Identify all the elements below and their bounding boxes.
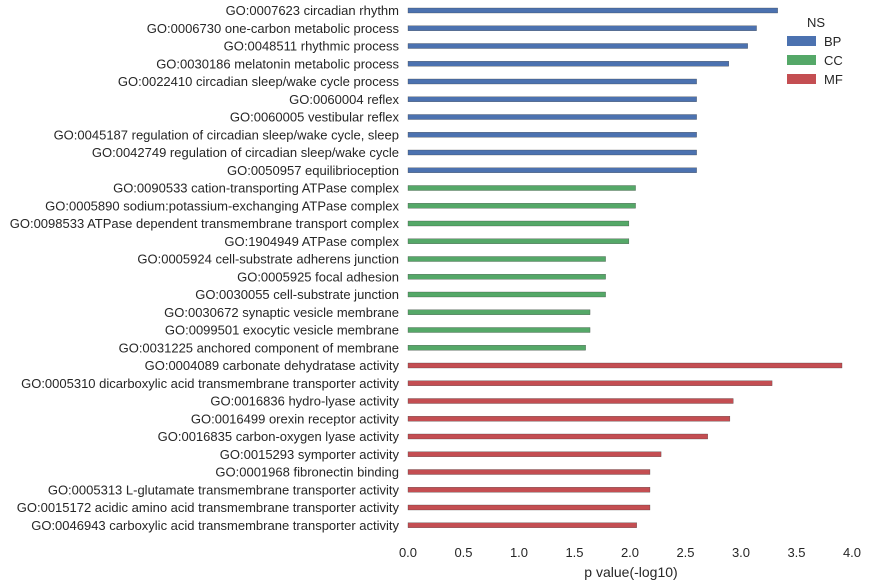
legend-entries: BP CC MF xyxy=(787,34,843,87)
category-label: GO:1904949 ATPase complex xyxy=(224,234,399,249)
category-label: GO:0005313 L-glutamate transmembrane tra… xyxy=(48,482,400,497)
bar-bp xyxy=(407,149,697,156)
x-axis-ticks: 0.0 0.5 1.0 1.5 2.0 2.5 3.0 3.5 4.0 xyxy=(399,545,861,560)
legend-label-mf: MF xyxy=(824,72,843,87)
category-label: GO:0045187 regulation of circadian sleep… xyxy=(54,127,399,142)
category-label: GO:0030672 synaptic vesicle membrane xyxy=(164,305,399,320)
bar-mf xyxy=(407,451,662,457)
category-label: GO:0015293 symporter activity xyxy=(220,447,400,462)
category-label: GO:0030186 melatonin metabolic process xyxy=(156,56,399,71)
x-tick-label: 1.5 xyxy=(565,545,583,560)
bar-cc xyxy=(407,256,606,262)
bar-cc xyxy=(407,291,606,298)
category-labels: GO:0007623 circadian rhythm GO:0006730 on… xyxy=(10,3,400,533)
bar-bp xyxy=(407,25,757,31)
category-label: GO:0099501 exocytic vesicle membrane xyxy=(165,323,399,338)
x-tick-label: 1.0 xyxy=(510,545,528,560)
category-label: GO:0046943 carboxylic acid transmembrane… xyxy=(31,518,399,533)
bar-mf xyxy=(407,433,708,440)
category-label: GO:0048511 rhythmic process xyxy=(224,39,400,54)
category-label: GO:0031225 anchored component of membran… xyxy=(119,340,399,355)
x-tick-label: 2.5 xyxy=(676,545,694,560)
bar-cc xyxy=(407,274,606,280)
x-tick-label: 2.0 xyxy=(621,545,639,560)
legend-swatch-cc xyxy=(787,55,816,65)
category-label: GO:0022410 circadian sleep/wake cycle pr… xyxy=(118,74,400,89)
x-tick-label: 4.0 xyxy=(843,545,861,560)
category-label: GO:0016835 carbon-oxygen lyase activity xyxy=(158,429,400,444)
legend: NS BP CC MF xyxy=(787,15,843,87)
bar-mf xyxy=(407,398,734,404)
bars-layer xyxy=(407,7,843,528)
category-label: GO:0015172 acidic amino acid transmembra… xyxy=(17,500,400,515)
category-label: GO:0090533 cation-transporting ATPase co… xyxy=(113,181,399,196)
category-label: GO:0005890 sodium:potassium-exchanging A… xyxy=(45,198,399,213)
category-label: GO:0005924 cell-substrate adherens junct… xyxy=(137,252,399,267)
category-label: GO:0060005 vestibular reflex xyxy=(230,110,400,125)
bar-cc xyxy=(407,203,636,209)
legend-label-cc: CC xyxy=(824,53,843,68)
bar-cc xyxy=(407,327,591,333)
legend-title: NS xyxy=(807,15,825,30)
category-label: GO:0030055 cell-substrate junction xyxy=(195,287,399,302)
bar-bp xyxy=(407,96,697,102)
category-label: GO:0005310 dicarboxylic acid transmembra… xyxy=(21,376,399,391)
legend-swatch-bp xyxy=(787,36,816,46)
bar-bp xyxy=(407,132,697,138)
category-label: GO:0001968 fibronectin binding xyxy=(215,465,399,480)
legend-swatch-mf xyxy=(787,74,816,84)
bar-cc xyxy=(407,345,586,351)
x-tick-label: 3.0 xyxy=(732,545,750,560)
bar-mf xyxy=(407,522,637,528)
bar-bp xyxy=(407,61,729,67)
bar-bp xyxy=(407,43,748,49)
category-label: GO:0042749 regulation of circadian sleep… xyxy=(92,145,399,160)
category-label: GO:0004089 carbonate dehydratase activit… xyxy=(145,358,400,373)
category-label: GO:0005925 focal adhesion xyxy=(237,269,399,284)
bar-cc xyxy=(407,238,630,244)
x-tick-label: 3.5 xyxy=(787,545,805,560)
category-label: GO:0060004 reflex xyxy=(289,92,399,107)
category-label: GO:0016836 hydro-lyase activity xyxy=(210,394,399,409)
category-label: GO:0050957 equilibrioception xyxy=(227,163,399,178)
x-tick-label: 0.0 xyxy=(399,545,417,560)
bar-mf xyxy=(407,469,651,475)
x-tick-label: 0.5 xyxy=(454,545,472,560)
category-label: GO:0006730 one-carbon metabolic process xyxy=(147,21,400,36)
bar-mf xyxy=(407,380,773,386)
bar-cc xyxy=(407,309,591,315)
bar-cc xyxy=(407,185,636,191)
legend-label-bp: BP xyxy=(824,34,841,49)
bar-mf xyxy=(407,362,843,369)
bar-cc xyxy=(407,220,630,227)
category-label: GO:0007623 circadian rhythm xyxy=(226,3,399,18)
x-axis-label: p value(-log10) xyxy=(584,564,677,580)
bar-bp xyxy=(407,7,778,14)
bar-bp xyxy=(407,167,697,173)
bar-bp xyxy=(407,78,697,85)
category-label: GO:0016499 orexin receptor activity xyxy=(191,411,400,426)
bar-mf xyxy=(407,504,651,511)
bar-bp xyxy=(407,114,697,120)
category-label: GO:0098533 ATPase dependent transmembran… xyxy=(10,216,400,231)
bar-mf xyxy=(407,416,731,422)
bar-mf xyxy=(407,487,651,493)
